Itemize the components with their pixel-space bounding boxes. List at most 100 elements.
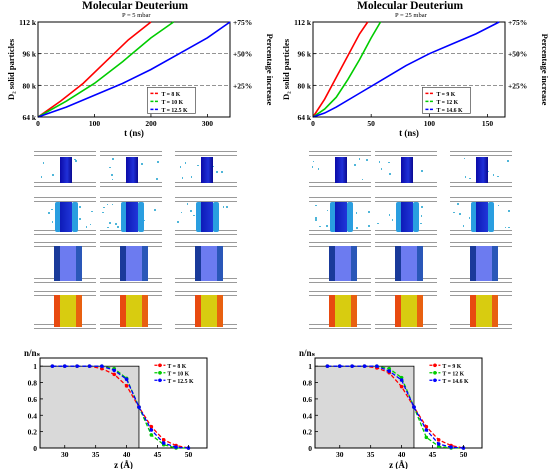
slab-starting	[60, 157, 72, 183]
cna-face	[60, 295, 76, 327]
cna-right	[417, 295, 423, 327]
particle-dot	[326, 209, 329, 212]
particle-dot	[368, 211, 370, 213]
particle-dot	[111, 178, 114, 181]
particle-dot	[115, 222, 117, 225]
cell-border	[309, 242, 371, 243]
y2-axis-label: Percentage increase	[540, 34, 550, 106]
legend-label: T = 12 K	[442, 371, 464, 377]
particle-dot	[110, 174, 113, 176]
x-tick-label: 100	[89, 119, 101, 128]
cell-border	[309, 201, 371, 202]
slab-layer-right	[488, 202, 494, 232]
data-point-blue	[362, 364, 367, 368]
title-right: Molecular Deuterium	[357, 0, 464, 12]
legend-label: T = 9 K	[442, 364, 461, 370]
particle-dot	[48, 212, 51, 215]
slab-starting	[401, 157, 413, 183]
y-axis-label: n/nₛ	[24, 348, 41, 358]
x-tick-label: 50	[367, 119, 375, 128]
cell-border	[450, 155, 512, 156]
data-point-red	[399, 384, 404, 389]
particle-dot	[51, 221, 54, 223]
slab-layer-left	[471, 202, 477, 232]
particle-dot	[361, 178, 364, 181]
cell-border	[34, 282, 96, 283]
x-tick-label: 150	[482, 119, 494, 128]
surface-right	[351, 246, 357, 281]
surface-left	[195, 246, 201, 281]
slab-layer-right	[138, 202, 144, 232]
table-left	[0, 0, 275, 330]
series-line-red	[37, 21, 152, 118]
particle-dot	[462, 225, 465, 227]
series-line-green	[37, 21, 174, 118]
x-tick-label: 35	[92, 450, 100, 459]
particle-dot	[193, 214, 195, 217]
cell-border	[34, 186, 96, 187]
particle-dot	[51, 208, 53, 211]
cna-left	[329, 295, 335, 327]
particle-dot	[504, 226, 507, 229]
legend-label: T = 14.6 K	[436, 108, 463, 114]
plot-frame	[39, 357, 208, 449]
legend-label: T = 10 K	[161, 100, 183, 106]
legend-label: T = 14.6 K	[442, 379, 469, 385]
slab-core	[60, 202, 72, 232]
y-tick-label: 64 k	[22, 113, 36, 122]
slab-starting	[201, 157, 213, 183]
surface-left	[54, 246, 60, 281]
cna-right	[142, 295, 148, 327]
particle-dot	[197, 164, 199, 167]
particle-dot	[366, 158, 369, 161]
series-line-red	[327, 365, 464, 449]
data-point-red	[161, 438, 166, 442]
x-tick-label: 45	[429, 450, 437, 459]
x-axis-label: z (Å)	[114, 460, 133, 469]
particle-dot	[315, 204, 317, 207]
cell-border	[375, 197, 437, 198]
x-axis-label: z (Å)	[389, 460, 408, 469]
y-tick-label: 0	[308, 444, 312, 453]
particle-dot	[74, 158, 76, 161]
legend-marker-blue	[433, 378, 437, 383]
surface-left	[395, 246, 401, 281]
cell-border	[450, 291, 512, 292]
cell-border	[450, 328, 512, 329]
cell-border	[100, 234, 162, 235]
particle-dot	[216, 171, 219, 173]
slab-starting	[335, 157, 347, 183]
data-point-blue	[124, 377, 129, 382]
legend-label: T = 8 K	[161, 92, 180, 98]
cna-right	[492, 295, 498, 327]
particle-dot	[109, 222, 111, 224]
x-tick-label: 30	[336, 450, 344, 459]
slab-layer-left	[121, 202, 127, 232]
slab-layer-right	[72, 202, 78, 232]
data-point-green	[149, 433, 154, 437]
surface-right	[217, 246, 223, 281]
cell-border	[375, 242, 437, 243]
pressure-right: P = 25 mbar	[395, 12, 427, 19]
cell-border	[450, 242, 512, 243]
cell-border	[175, 234, 237, 235]
y2-axis-label: Percentage increase	[265, 34, 275, 106]
particle-dot	[186, 203, 189, 205]
legend-label: T = 8 K	[167, 364, 186, 370]
particle-dot	[221, 171, 223, 173]
cna-right	[351, 295, 357, 327]
data-point-blue	[412, 405, 416, 409]
y-tick-label: 0.8	[28, 379, 38, 388]
particle-dot	[179, 166, 182, 168]
y-tick-label: 0.4	[28, 411, 38, 420]
data-point-blue	[112, 368, 117, 373]
cell-border	[375, 291, 437, 292]
x-tick-label: 40	[123, 450, 131, 459]
particle-dot	[378, 161, 381, 163]
particle-dot	[190, 210, 192, 212]
cell-border	[34, 242, 96, 243]
legend-label: T = 12.5 K	[161, 108, 188, 114]
data-point-blue	[62, 364, 67, 368]
particle-dot	[52, 174, 55, 176]
cell-border	[175, 242, 237, 243]
